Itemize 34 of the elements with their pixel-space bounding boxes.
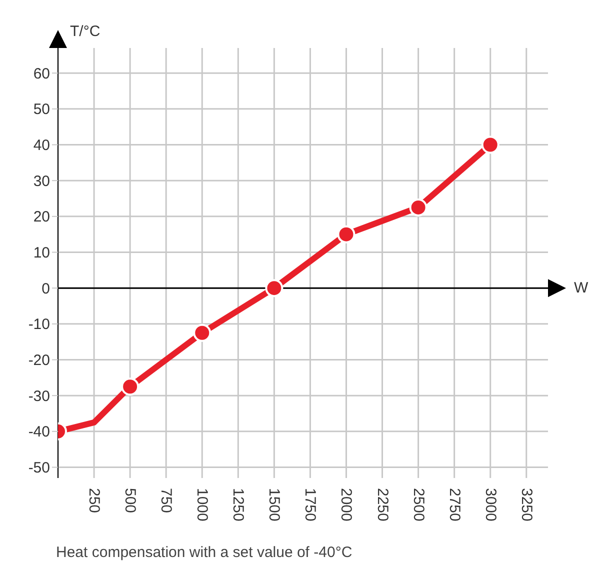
y-tick-label: 30 bbox=[33, 172, 50, 190]
x-tick-label: 1250 bbox=[230, 488, 247, 522]
x-tick-label: 1750 bbox=[302, 488, 319, 522]
y-axis-title: T/°C bbox=[70, 23, 100, 40]
y-tick-label: -30 bbox=[28, 388, 50, 405]
x-tick-label: 2000 bbox=[338, 488, 355, 522]
point bbox=[193, 324, 212, 342]
x-tick-label: 3000 bbox=[482, 488, 499, 522]
x-tick-label: 500 bbox=[122, 488, 139, 514]
y-tick-label: 60 bbox=[33, 65, 50, 82]
x-tick-label: 2500 bbox=[410, 488, 427, 522]
x-tick-label: 1500 bbox=[266, 488, 283, 522]
y-tick-label: 0 bbox=[42, 280, 50, 298]
x-axis-title: W bbox=[574, 280, 589, 297]
x-tick-label: 750 bbox=[158, 488, 175, 514]
x-tick-label: 2250 bbox=[374, 488, 391, 522]
text: Heat compensation with a set value of -40°C bbox=[56, 544, 354, 561]
y-tick-label: 10 bbox=[33, 244, 50, 262]
y-tick-label: -40 bbox=[28, 424, 50, 441]
point bbox=[121, 378, 140, 396]
point bbox=[337, 225, 356, 244]
x-tick-label: 1000 bbox=[194, 488, 211, 522]
x-tick-label: 250 bbox=[86, 488, 103, 514]
point bbox=[481, 136, 500, 154]
y-tick-label: -10 bbox=[28, 316, 50, 334]
point bbox=[409, 198, 428, 216]
y-tick-label: 50 bbox=[33, 101, 50, 118]
y-tick-label: 20 bbox=[33, 208, 50, 226]
x-tick-label: 3250 bbox=[518, 488, 535, 522]
y-tick-label: -20 bbox=[28, 352, 50, 370]
point bbox=[265, 279, 284, 298]
y-tick-label: 40 bbox=[33, 137, 50, 154]
y-tick-label: -50 bbox=[28, 460, 50, 477]
x-tick-label: 2750 bbox=[446, 488, 463, 522]
